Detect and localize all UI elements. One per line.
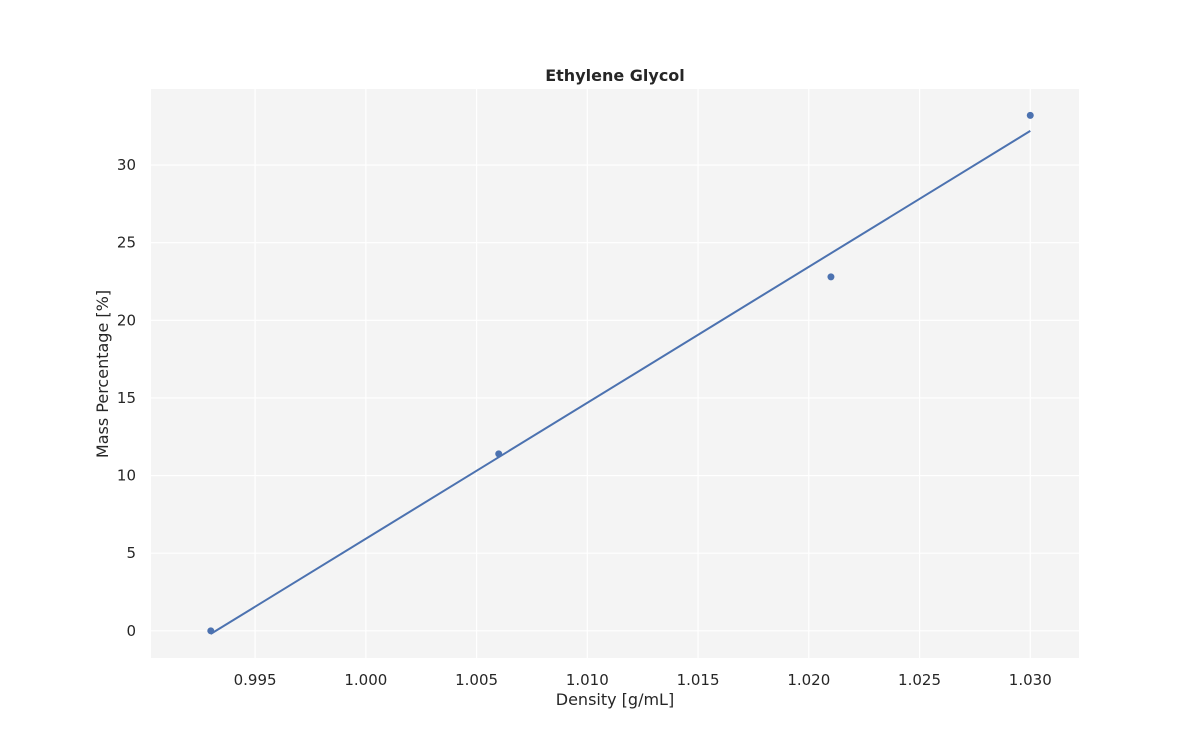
data-point — [1026, 111, 1034, 119]
y-tick-label: 20 — [117, 311, 136, 329]
x-tick-label: 1.020 — [787, 671, 830, 689]
y-tick-label: 15 — [117, 389, 136, 407]
grid — [151, 89, 1079, 658]
data-point — [495, 450, 503, 458]
data-point — [207, 627, 215, 635]
x-axis-label: Density [g/mL] — [556, 690, 674, 709]
y-tick-label: 10 — [117, 467, 136, 485]
y-tick-label: 5 — [126, 544, 136, 562]
y-tick-label: 0 — [126, 622, 136, 640]
x-tick-label: 0.995 — [234, 671, 277, 689]
x-tick-label: 1.000 — [344, 671, 387, 689]
x-tick-label: 1.015 — [677, 671, 720, 689]
fit-line — [210, 130, 1031, 635]
y-tick-label: 25 — [117, 234, 136, 252]
fit-line-layer — [210, 130, 1031, 635]
data-point — [827, 273, 835, 281]
y-axis-label: Mass Percentage [%] — [93, 290, 112, 458]
data-points-layer — [207, 111, 1034, 635]
x-tick-label: 1.030 — [1009, 671, 1052, 689]
plot-background — [151, 89, 1079, 658]
x-axis-ticks: 0.995 1.000 1.005 1.010 1.015 1.020 1.025 1.030 — [234, 671, 1052, 689]
x-tick-label: 1.010 — [566, 671, 609, 689]
y-axis-ticks: 0 5 10 15 20 25 30 — [117, 156, 136, 640]
chart-title: Ethylene Glycol — [545, 66, 685, 85]
x-tick-label: 1.025 — [898, 671, 941, 689]
y-tick-label: 30 — [117, 156, 136, 174]
x-tick-label: 1.005 — [455, 671, 498, 689]
